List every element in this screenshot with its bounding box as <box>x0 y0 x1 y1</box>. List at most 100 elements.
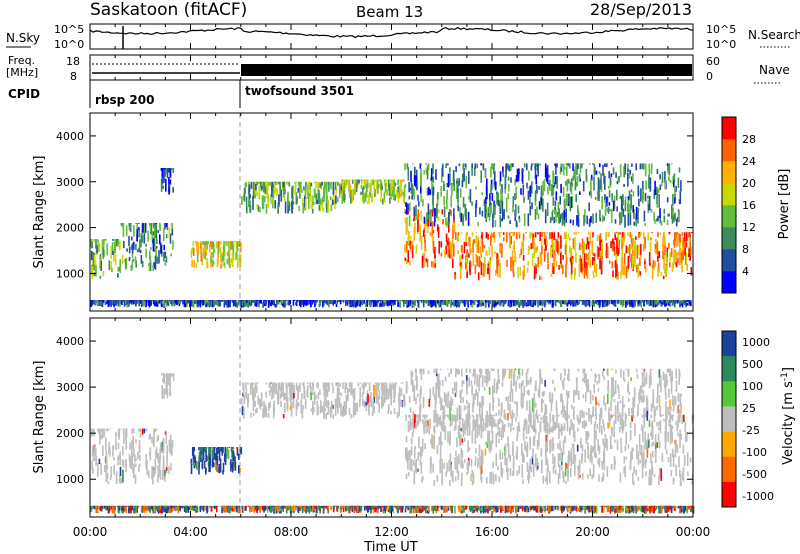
power-cell <box>485 196 487 204</box>
velocity-cell <box>570 448 573 461</box>
power-cell <box>526 182 528 189</box>
power-cell <box>351 189 354 203</box>
power-cell <box>569 197 572 212</box>
velocity-cell <box>545 451 547 466</box>
velocity-cell <box>334 398 337 410</box>
velocity-cell <box>105 454 108 468</box>
velocity-cell <box>686 432 688 442</box>
velocity-cell <box>673 478 675 482</box>
power-cell <box>600 183 603 192</box>
power-cell <box>140 241 142 248</box>
power-cell <box>111 267 113 272</box>
velocity-cell <box>425 429 427 434</box>
power-cell <box>140 255 143 264</box>
power-cell <box>659 208 661 218</box>
power-cell <box>657 215 659 222</box>
power-cell <box>459 266 462 274</box>
power-cell <box>411 240 414 245</box>
power-cell <box>232 243 235 258</box>
velocity-cell <box>534 453 537 467</box>
velocity-cell <box>222 462 225 473</box>
velocity-cell <box>476 391 479 407</box>
power-cell <box>466 272 468 278</box>
power-cell <box>335 187 337 195</box>
power-cell <box>229 300 231 308</box>
power-cell <box>559 214 561 223</box>
power-cell <box>151 231 154 241</box>
power-cell <box>441 300 443 304</box>
power-cell <box>624 196 627 201</box>
power-cell <box>637 185 640 197</box>
power-cell <box>471 300 474 308</box>
power-cell <box>316 199 319 204</box>
power-cell <box>514 178 517 186</box>
power-cell <box>111 242 114 253</box>
power-cell <box>597 300 599 303</box>
power-cell <box>423 216 426 224</box>
power-cell <box>670 300 672 303</box>
power-cell <box>405 241 408 251</box>
velocity-cell <box>222 447 224 449</box>
velocity-cell <box>495 433 498 448</box>
velocity-cell <box>506 457 508 473</box>
velocity-cell <box>439 415 442 426</box>
power-cell <box>499 214 502 228</box>
velocity-cell <box>321 406 324 413</box>
velocity-cell <box>558 464 561 479</box>
power-cell <box>456 300 458 303</box>
power-cell <box>251 300 254 302</box>
velocity-cell <box>493 378 496 394</box>
velocity-cell <box>200 447 202 452</box>
power-cell <box>295 199 298 205</box>
power-cell <box>678 211 680 223</box>
velocity-cell <box>147 470 150 478</box>
power-cell <box>556 211 559 218</box>
velocity-cell <box>560 465 563 471</box>
power-cell <box>532 235 534 249</box>
velocity-cell <box>446 414 448 417</box>
velocity-cell <box>457 425 460 439</box>
velocity-cell <box>348 382 351 388</box>
power-cell <box>668 302 670 306</box>
power-cell <box>594 300 597 304</box>
velocity-cell <box>549 417 552 423</box>
power-cell <box>563 219 566 227</box>
power-cell <box>124 300 127 304</box>
power-cell <box>591 257 594 266</box>
power-cell <box>462 163 465 171</box>
velocity-cell <box>256 407 258 413</box>
power-cell <box>155 300 158 307</box>
power-cell <box>527 213 530 227</box>
power-cell <box>196 241 198 243</box>
velocity-cell <box>482 418 485 432</box>
velocity-cell <box>171 440 174 447</box>
power-cell <box>414 222 416 234</box>
velocity-cell <box>455 450 457 456</box>
power-cell <box>666 247 668 262</box>
power-cell <box>510 236 512 245</box>
power-cell <box>518 215 521 219</box>
power-cell <box>383 301 385 307</box>
velocity-cell <box>566 420 569 432</box>
velocity-cell <box>282 391 284 397</box>
velocity-cell <box>439 380 441 387</box>
velocity-cell <box>524 440 526 450</box>
velocity-cell <box>299 385 301 392</box>
power-cell <box>231 252 234 267</box>
power-cell <box>332 199 334 205</box>
power-cell <box>223 241 225 253</box>
power-cell <box>395 300 398 301</box>
power-cell <box>587 232 590 235</box>
velocity-cell <box>509 455 511 462</box>
power-cell <box>101 240 104 255</box>
power-cell <box>252 186 255 199</box>
velocity-cell <box>631 415 633 422</box>
velocity-cell <box>486 441 489 449</box>
power-cell <box>171 223 174 236</box>
velocity-cell <box>563 377 566 381</box>
power-cell <box>521 241 523 249</box>
power-cell <box>451 248 453 261</box>
velocity-cell <box>647 433 650 441</box>
power-cell <box>669 252 671 262</box>
power-cell <box>360 300 362 305</box>
